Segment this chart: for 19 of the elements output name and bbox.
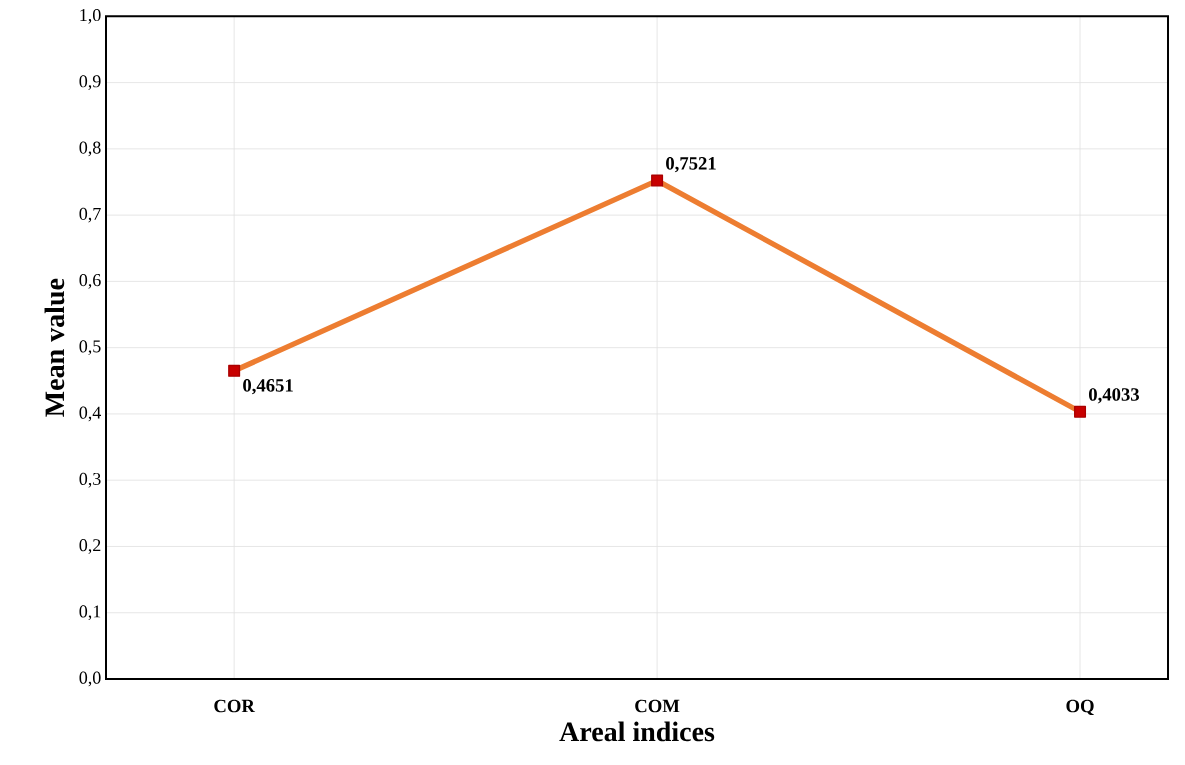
y-tick-label: 0,0	[79, 671, 101, 687]
data-label: 0,7521	[666, 157, 716, 173]
x-axis-title: Areal indices	[559, 721, 715, 742]
y-tick-label: 0,2	[79, 539, 101, 554]
x-tick-label: COR	[214, 699, 256, 713]
y-tick-label: 0,3	[79, 472, 101, 488]
y-tick-label: 0,6	[79, 274, 101, 289]
y-axis-title: Mean value	[44, 278, 65, 417]
y-tick-label: 0,4	[79, 406, 102, 422]
y-tick-label: 0,1	[79, 605, 101, 621]
data-label: 0,4033	[1089, 388, 1139, 404]
data-label: 0,4651	[243, 379, 293, 395]
y-tick-label: 0,9	[79, 75, 101, 90]
y-tick-label: 0,8	[79, 141, 101, 157]
x-tick-label: COM	[635, 699, 680, 713]
x-tick-label: OQ	[1066, 699, 1094, 716]
y-tick-label: 0,5	[79, 340, 101, 356]
y-tick-label: 0,7	[79, 207, 101, 223]
y-tick-label: 1,0	[80, 8, 101, 24]
